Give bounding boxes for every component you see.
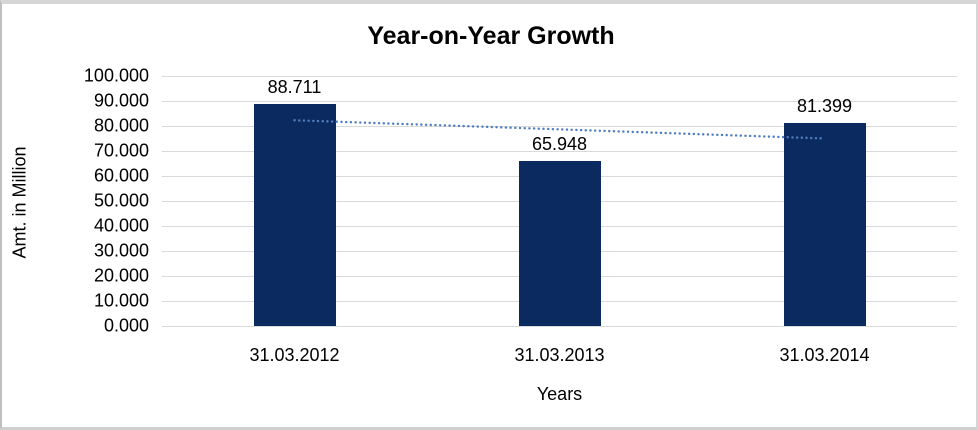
y-tick-label: 80.000 [93,115,149,136]
data-label: 81.399 [796,95,853,116]
x-category-label: 31.03.2013 [514,345,605,365]
gridline [162,76,957,77]
y-tick-label: 0.000 [103,315,149,336]
trendline [293,119,826,140]
bar-31.03.2014 [783,122,866,326]
x-category-label: 31.03.2012 [249,345,340,365]
gridline [162,101,957,102]
y-tick-label: 40.000 [93,215,149,236]
y-tick-label: 20.000 [93,265,149,286]
y-tick-label: 60.000 [93,165,149,186]
data-label: 88.711 [267,77,322,98]
x-category-label: 31.03.2014 [779,345,870,365]
y-axis-title: Amt. in Million [9,146,30,259]
plot-area [162,76,957,327]
bar-31.03.2012 [253,104,336,326]
gridline [162,151,957,152]
y-tick-label: 10.000 [93,290,149,311]
gridline [162,326,957,327]
y-tick-label: 50.000 [93,190,149,211]
chart-title: Year-on-Year Growth [367,22,615,50]
y-tick-label: 70.000 [93,140,149,161]
y-tick-label: 100.000 [83,65,149,86]
data-label: 65.948 [531,134,588,155]
y-tick-label: 90.000 [93,90,149,111]
bar-31.03.2013 [518,161,601,326]
x-axis-title: Years [536,384,583,404]
gridline [162,126,957,127]
y-tick-label: 30.000 [93,240,149,261]
